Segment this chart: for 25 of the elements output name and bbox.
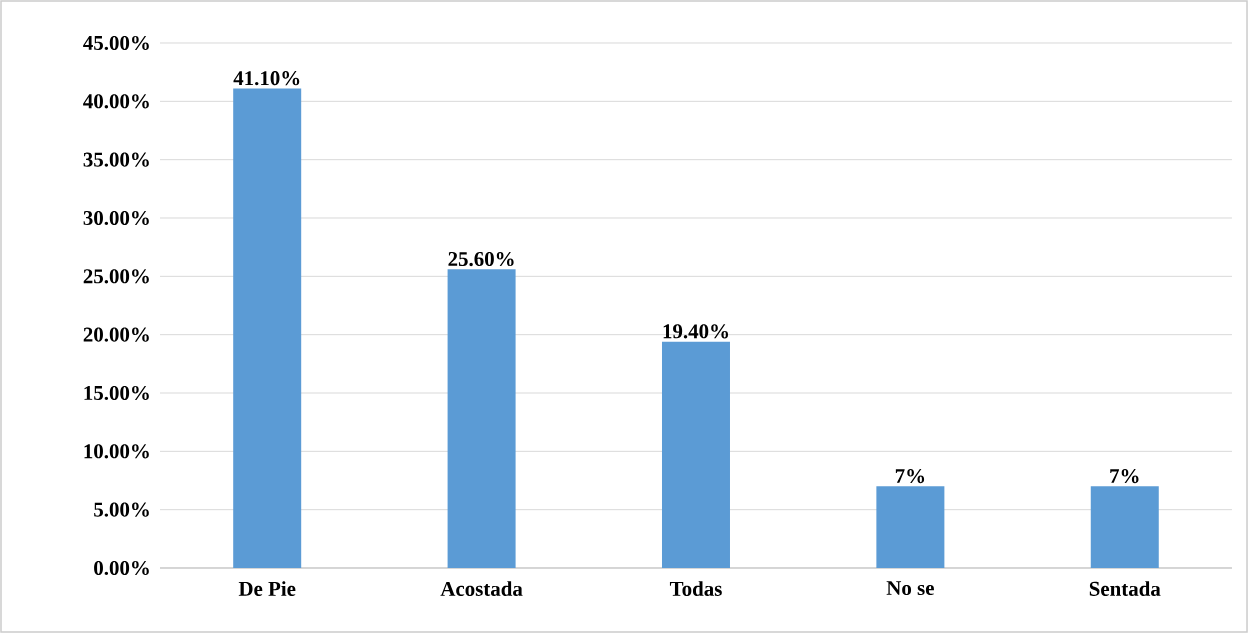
bar <box>447 269 516 568</box>
data-label: 41.10% <box>233 71 300 86</box>
bar <box>1090 486 1159 568</box>
data-label: 7% <box>1110 468 1139 484</box>
y-tick-label: 0.00% <box>94 560 149 576</box>
bar <box>876 486 945 568</box>
x-tick-label: Acostada <box>440 581 523 596</box>
bar <box>661 341 730 568</box>
y-tick-label: 10.00% <box>84 444 149 459</box>
y-tick-label: 20.00% <box>83 327 149 342</box>
data-label: 19.40% <box>663 324 729 339</box>
bar <box>233 88 302 568</box>
data-label: 25.60% <box>448 251 514 267</box>
x-tick-label: No se <box>886 581 934 596</box>
y-tick-label: 40.00% <box>83 94 149 109</box>
y-tick-label: 30.00% <box>83 210 149 226</box>
x-tick-label: De Pie <box>238 581 296 596</box>
data-label: 7% <box>895 468 925 484</box>
y-tick-label: 5.00% <box>94 502 149 517</box>
y-tick-label: 25.00% <box>83 269 149 284</box>
x-tick-label: Todas <box>669 581 722 596</box>
x-tick-label: Sentada <box>1089 581 1161 596</box>
y-tick-label: 15.00% <box>84 385 149 401</box>
y-tick-label: 35.00% <box>83 152 149 167</box>
y-tick-label: 45.00% <box>83 35 149 51</box>
